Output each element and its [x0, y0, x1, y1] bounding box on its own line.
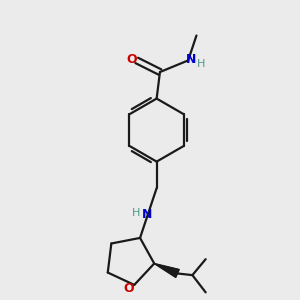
Text: O: O — [123, 282, 134, 295]
Text: N: N — [142, 208, 152, 221]
Polygon shape — [154, 263, 179, 278]
Text: N: N — [186, 53, 197, 66]
Text: O: O — [126, 52, 137, 66]
Text: H: H — [196, 59, 205, 69]
Text: H: H — [131, 208, 140, 218]
